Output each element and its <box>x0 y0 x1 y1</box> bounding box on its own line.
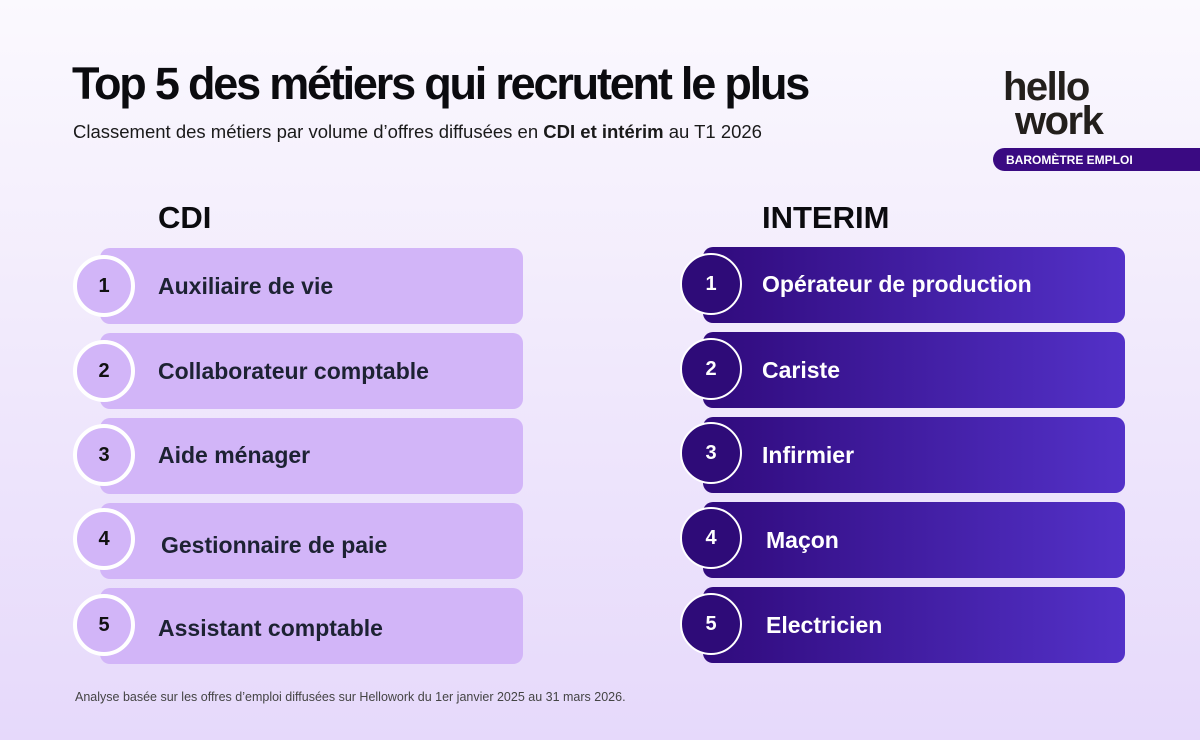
rank-badge: 3 <box>680 422 742 484</box>
cdi-row-bar <box>100 248 523 324</box>
rank-badge: 2 <box>680 338 742 400</box>
interim-row-bar <box>703 332 1125 408</box>
job-label: Maçon <box>766 527 839 553</box>
rank-badge: 4 <box>680 507 742 569</box>
job-label: Cariste <box>762 357 840 383</box>
subtitle-bold: CDI et intérim <box>543 121 664 142</box>
logo-line1: hello <box>1003 65 1090 109</box>
barometre-badge: BAROMÈTRE EMPLOI <box>993 148 1200 171</box>
page-subtitle: Classement des métiers par volume d’offr… <box>73 121 762 143</box>
job-label: Electricien <box>766 612 883 638</box>
interim-row-bar <box>703 587 1125 663</box>
rank-badge: 5 <box>73 594 135 656</box>
job-label: Aide ménager <box>158 442 311 468</box>
page-title: Top 5 des métiers qui recrutent le plus <box>72 58 810 109</box>
job-label: Collaborateur comptable <box>158 358 429 384</box>
job-label: Gestionnaire de paie <box>161 532 388 558</box>
cdi-row-bar <box>100 333 523 409</box>
cdi-row-bar <box>100 418 523 494</box>
job-label: Infirmier <box>762 442 855 468</box>
job-label: Assistant comptable <box>158 615 383 641</box>
rank-badge: 1 <box>680 253 742 315</box>
job-label: Opérateur de production <box>762 271 1032 297</box>
rank-badge: 4 <box>73 508 135 570</box>
interim-row-bar <box>703 417 1125 493</box>
interim-row-bar <box>703 502 1125 578</box>
cdi-row-bar <box>100 588 523 664</box>
footnote: Analyse basée sur les offres d’emploi di… <box>75 690 626 704</box>
subtitle-text: Classement des métiers par volume d’offr… <box>73 121 544 142</box>
rank-badge: 5 <box>680 593 742 655</box>
subtitle-text-end: au T1 2026 <box>663 121 762 142</box>
rank-badge: 2 <box>73 340 135 402</box>
interim-row-bar <box>703 247 1125 323</box>
rank-badge: 3 <box>73 424 135 486</box>
interim-heading: INTERIM <box>762 200 890 235</box>
hellowork-logo: hello work <box>1003 65 1104 143</box>
job-label: Auxiliaire de vie <box>158 273 334 299</box>
rank-badge: 1 <box>73 255 135 317</box>
logo-line2: work <box>1015 99 1104 143</box>
cdi-row-bar <box>100 503 523 579</box>
cdi-heading: CDI <box>158 200 212 235</box>
